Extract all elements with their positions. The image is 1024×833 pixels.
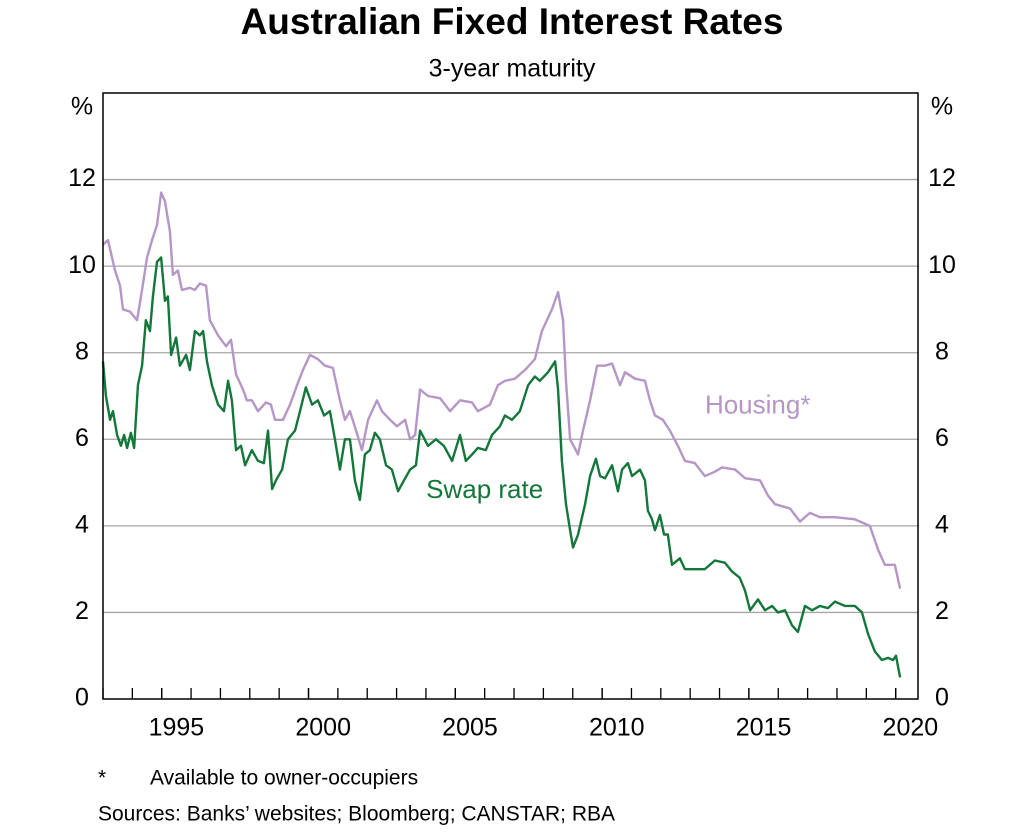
y2-tick-label: 4 — [935, 510, 949, 538]
series-label: Housing* — [705, 390, 811, 420]
y-tick-label: 8 — [75, 337, 89, 365]
data-line — [102, 191, 902, 589]
y-tick-label: 12 — [68, 164, 96, 192]
y2-axis-label: % — [931, 93, 953, 121]
data-line — [101, 256, 902, 678]
x-tick-label: 2020 — [883, 714, 939, 742]
y-axis-label: % — [71, 93, 93, 121]
y2-tick-label: 2 — [935, 597, 949, 625]
chart-title: Australian Fixed Interest Rates — [241, 1, 784, 42]
sources: Sources: Banks’ websites; Bloomberg; CAN… — [98, 803, 615, 826]
plot-frame — [102, 92, 919, 700]
y2-tick-label: 8 — [935, 337, 949, 365]
y2-tick-label: 12 — [928, 164, 956, 192]
y-tick-label: 4 — [75, 510, 89, 538]
footnote-marker: * — [98, 767, 106, 790]
x-tick-label: 2005 — [442, 714, 498, 742]
y-tick-label: 2 — [75, 597, 89, 625]
y2-tick-label: 10 — [928, 251, 956, 279]
footnote-text: Available to owner-occupiers — [150, 767, 418, 790]
y2-tick-label: 6 — [935, 424, 949, 452]
series-label: Swap rate — [426, 474, 543, 504]
y2-tick-label: 0 — [935, 684, 949, 712]
chart-subtitle: 3-year maturity — [429, 55, 596, 83]
y-tick-label: 10 — [68, 251, 96, 279]
x-tick-label: 2010 — [589, 714, 645, 742]
x-tick-label: 1995 — [149, 714, 205, 742]
y-tick-label: 0 — [75, 684, 89, 712]
y-tick-label: 6 — [75, 424, 89, 452]
x-tick-label: 2015 — [736, 714, 792, 742]
x-tick-label: 2000 — [295, 714, 351, 742]
